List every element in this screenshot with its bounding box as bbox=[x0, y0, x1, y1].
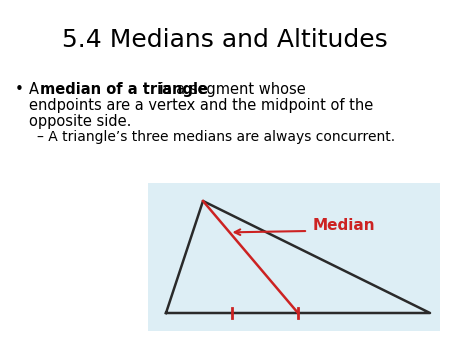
Text: opposite side.: opposite side. bbox=[29, 114, 131, 129]
Text: Median: Median bbox=[313, 217, 376, 233]
Text: median of a triangle: median of a triangle bbox=[40, 82, 208, 97]
Text: 5.4 Medians and Altitudes: 5.4 Medians and Altitudes bbox=[62, 28, 388, 52]
Text: •: • bbox=[15, 82, 24, 97]
Text: is a segment whose: is a segment whose bbox=[155, 82, 306, 97]
Text: endpoints are a vertex and the midpoint of the: endpoints are a vertex and the midpoint … bbox=[29, 98, 373, 113]
Bar bbox=[148, 183, 440, 331]
Text: – A triangle’s three medians are always concurrent.: – A triangle’s three medians are always … bbox=[37, 130, 395, 144]
Text: A: A bbox=[29, 82, 44, 97]
